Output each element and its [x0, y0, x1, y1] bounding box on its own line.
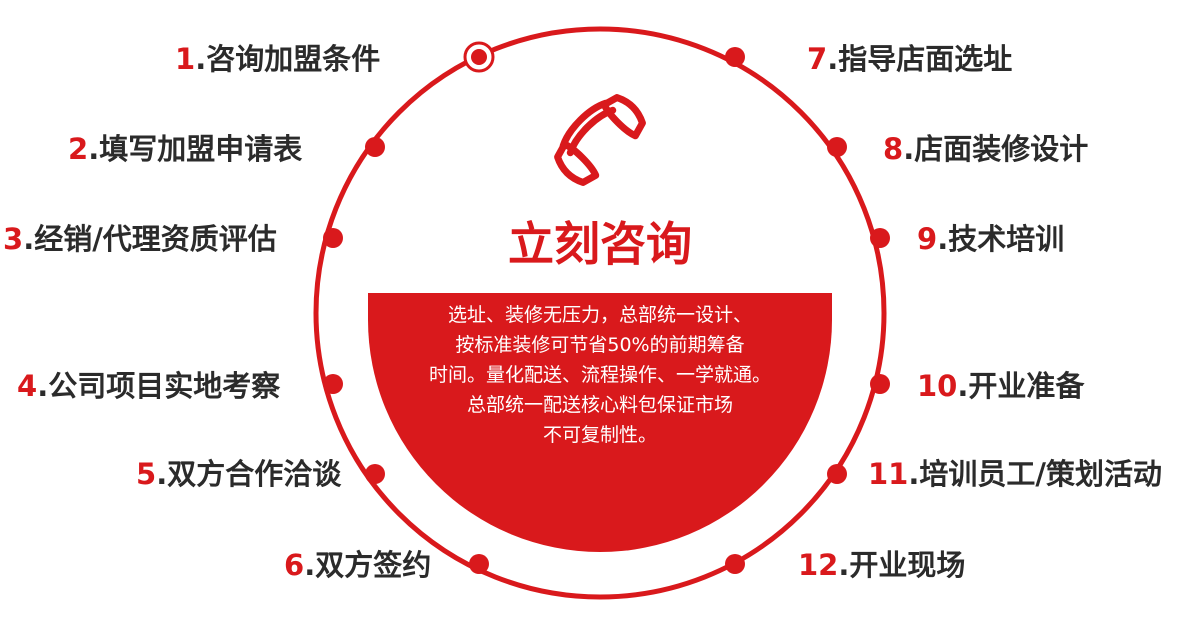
- description: 选址、装修无压力，总部统一设计、 按标准装修可节省50%的前期筹备 时间。量化配…: [388, 300, 812, 450]
- step-5: 5.双方合作洽谈: [136, 456, 341, 492]
- step-number: 4: [17, 369, 38, 403]
- step-number: 8: [883, 132, 904, 166]
- step-marker-1: [463, 41, 495, 73]
- headline: 立刻咨询: [508, 217, 692, 271]
- step-text: .填写加盟申请表: [88, 132, 303, 166]
- step-marker-2: [365, 137, 385, 157]
- description-line: 总部统一配送核心料包保证市场: [466, 394, 733, 416]
- step-marker-4: [323, 374, 343, 394]
- description-line: 不可复制性。: [542, 424, 657, 446]
- step-text: .开业现场: [838, 548, 966, 582]
- step-6: 6.双方签约: [284, 547, 431, 583]
- description-panel: [368, 293, 832, 552]
- step-text: .双方签约: [304, 548, 432, 582]
- step-12: 12.开业现场: [798, 547, 965, 583]
- step-marker-3: [323, 228, 343, 248]
- step-number: 1: [175, 42, 196, 76]
- step-number: 9: [917, 222, 938, 256]
- step-2: 2.填写加盟申请表: [68, 131, 302, 167]
- step-text: .开业准备: [957, 369, 1085, 403]
- step-marker-11: [827, 464, 847, 484]
- step-number: 11: [868, 457, 909, 491]
- step-marker-6: [469, 554, 489, 574]
- step-10: 10.开业准备: [917, 368, 1084, 404]
- step-3: 3.经销/代理资质评估: [3, 221, 277, 257]
- step-9: 9.技术培训: [917, 221, 1064, 257]
- step-number: 10: [917, 369, 958, 403]
- step-text: .经销/代理资质评估: [23, 222, 277, 256]
- step-text: .技术培训: [937, 222, 1065, 256]
- step-number: 12: [798, 548, 839, 582]
- description-line: 时间。量化配送、流程操作、一学就通。: [428, 364, 771, 386]
- step-11: 11.培训员工/策划活动: [868, 456, 1162, 492]
- step-marker-9: [870, 228, 890, 248]
- description-line: 选址、装修无压力，总部统一设计、: [447, 304, 752, 326]
- step-text: .咨询加盟条件: [195, 42, 381, 76]
- step-marker-7: [725, 47, 745, 67]
- step-number: 5: [136, 457, 157, 491]
- step-text: .店面装修设计: [903, 132, 1089, 166]
- step-8: 8.店面装修设计: [883, 131, 1088, 167]
- step-marker-10: [870, 374, 890, 394]
- step-number: 7: [807, 42, 828, 76]
- step-number: 3: [3, 222, 24, 256]
- step-4: 4.公司项目实地考察: [17, 368, 280, 404]
- step-text: .指导店面选址: [827, 42, 1013, 76]
- phone-handset-icon: [554, 94, 646, 186]
- ring-circle: [313, 26, 887, 600]
- step-text: .公司项目实地考察: [37, 369, 281, 403]
- step-1: 1.咨询加盟条件: [175, 41, 380, 77]
- step-7: 7.指导店面选址: [807, 41, 1012, 77]
- description-line: 按标准装修可节省50%的前期筹备: [455, 334, 745, 356]
- step-text: .培训员工/策划活动: [908, 457, 1162, 491]
- step-number: 2: [68, 132, 89, 166]
- step-marker-12: [725, 554, 745, 574]
- step-text: .双方合作洽谈: [156, 457, 342, 491]
- step-marker-5: [365, 464, 385, 484]
- step-number: 6: [284, 548, 305, 582]
- step-marker-8: [827, 137, 847, 157]
